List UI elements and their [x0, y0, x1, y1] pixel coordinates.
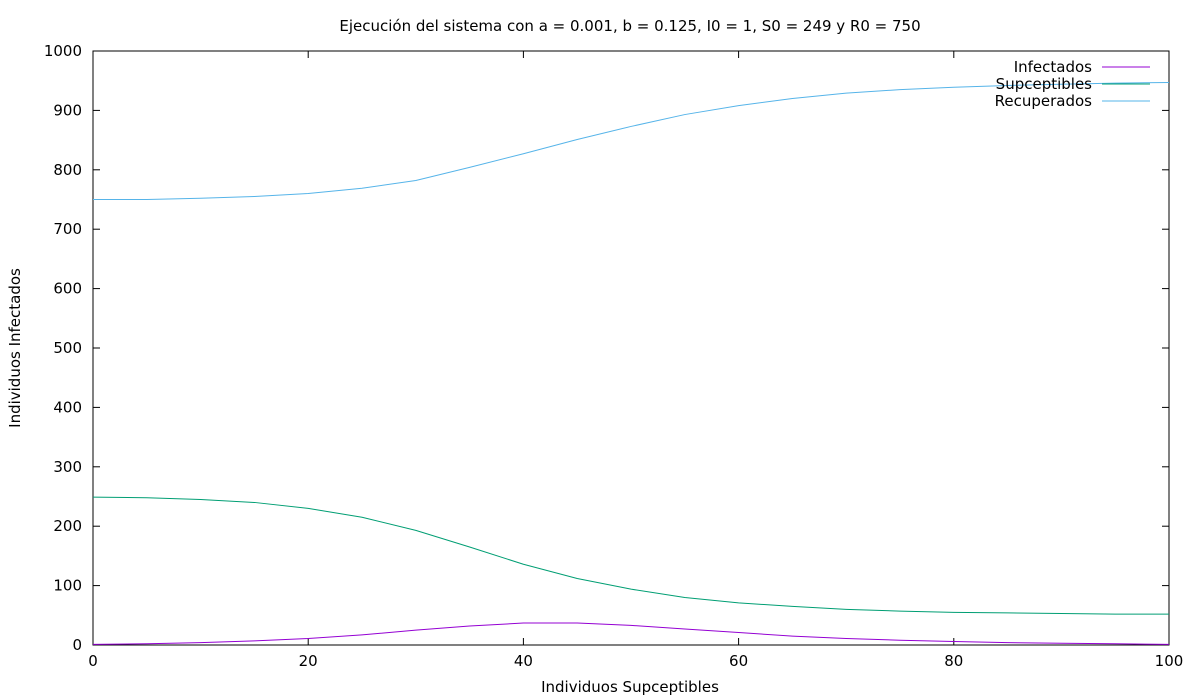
x-tick-label: 80 — [944, 652, 963, 670]
y-axis: 0 100 200 300 400 500 600 700 800 900 1000 — [44, 42, 1169, 654]
legend-label: Recuperados — [995, 92, 1093, 110]
series-line-supceptibles — [92, 496, 1169, 615]
series-line-infectados — [92, 622, 1170, 645]
x-tick-label: 100 — [1155, 652, 1184, 670]
legend-label: Infectados — [1014, 58, 1092, 76]
y-axis-title: Individuos Infectados — [6, 268, 24, 428]
y-tick-label: 600 — [53, 280, 82, 298]
x-axis: 0 20 40 60 80 100 — [88, 51, 1183, 670]
y-tick-label: 700 — [53, 220, 82, 238]
y-tick-label: 900 — [53, 101, 82, 119]
y-tick-label: 0 — [72, 636, 82, 654]
y-tick-label: 1000 — [44, 42, 82, 60]
x-tick-label: 40 — [514, 652, 533, 670]
x-tick-label: 0 — [88, 652, 98, 670]
y-tick-label: 800 — [53, 161, 82, 179]
x-tick-label: 20 — [299, 652, 318, 670]
y-tick-label: 200 — [53, 517, 82, 535]
y-tick-label: 100 — [53, 577, 82, 595]
y-tick-label: 400 — [53, 398, 82, 416]
y-tick-label: 300 — [53, 458, 82, 476]
series-line-recuperados — [93, 81, 1170, 200]
y-tick-label: 500 — [53, 339, 82, 357]
legend-label: Supceptibles — [996, 75, 1093, 93]
x-axis-title: Individuos Supceptibles — [541, 678, 719, 696]
series-lines — [92, 81, 1170, 645]
x-tick-label: 60 — [729, 652, 748, 670]
plot-frame — [92, 50, 1170, 646]
chart-title: Ejecución del sistema con a = 0.001, b =… — [339, 17, 920, 35]
